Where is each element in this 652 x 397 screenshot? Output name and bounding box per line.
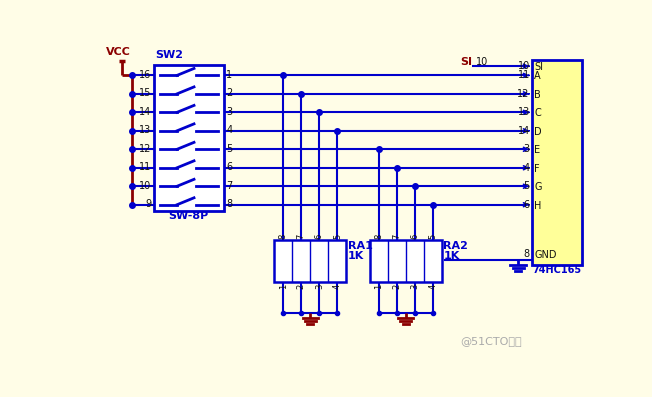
- Text: 8: 8: [226, 199, 233, 209]
- Text: 1: 1: [278, 284, 288, 289]
- Text: 11: 11: [518, 70, 529, 81]
- Text: GND: GND: [535, 250, 557, 260]
- Text: RA1: RA1: [348, 241, 373, 251]
- Bar: [154, 65, 224, 211]
- Text: H: H: [535, 200, 542, 210]
- Text: 10: 10: [476, 57, 488, 67]
- Text: 3: 3: [226, 107, 233, 117]
- Text: 1: 1: [226, 69, 233, 80]
- Text: 14: 14: [140, 107, 152, 117]
- Text: 1K: 1K: [348, 251, 364, 260]
- Text: 2: 2: [226, 88, 233, 98]
- Bar: [274, 240, 346, 283]
- Text: 4: 4: [226, 125, 233, 135]
- Text: 4: 4: [333, 284, 342, 289]
- Bar: [370, 240, 442, 283]
- Text: 6: 6: [524, 200, 529, 210]
- Text: 16: 16: [140, 69, 152, 80]
- Text: 10: 10: [140, 181, 152, 191]
- Text: 13: 13: [518, 108, 529, 118]
- Text: 12: 12: [140, 144, 152, 154]
- Text: 6: 6: [410, 233, 419, 239]
- Text: G: G: [535, 182, 542, 192]
- Text: SW-8P: SW-8P: [168, 210, 208, 221]
- Text: 13: 13: [140, 125, 152, 135]
- Text: SI: SI: [460, 57, 473, 67]
- Text: RA2: RA2: [443, 241, 468, 251]
- Text: 4: 4: [524, 163, 529, 173]
- Text: 10: 10: [518, 61, 529, 71]
- Text: 7: 7: [393, 233, 401, 239]
- Text: 8: 8: [524, 249, 529, 259]
- Text: 4: 4: [428, 284, 437, 289]
- Bar: [532, 60, 582, 265]
- Text: A: A: [535, 71, 541, 81]
- Text: F: F: [535, 164, 540, 173]
- Text: 6: 6: [226, 162, 233, 172]
- Text: 8: 8: [278, 233, 288, 239]
- Text: 6: 6: [315, 233, 324, 239]
- Text: 14: 14: [518, 126, 529, 136]
- Text: SW2: SW2: [156, 50, 183, 60]
- Text: 12: 12: [517, 89, 529, 99]
- Text: 9: 9: [145, 199, 152, 209]
- Text: E: E: [535, 145, 541, 155]
- Text: 5: 5: [428, 233, 437, 239]
- Text: @51CTO博客: @51CTO博客: [460, 336, 522, 346]
- Text: SI: SI: [535, 62, 543, 72]
- Text: 5: 5: [524, 181, 529, 191]
- Text: 5: 5: [333, 233, 342, 239]
- Text: 5: 5: [226, 144, 233, 154]
- Text: 11: 11: [140, 162, 152, 172]
- Text: 2: 2: [297, 284, 306, 289]
- Text: 7: 7: [226, 181, 233, 191]
- Text: 3: 3: [315, 284, 324, 289]
- Text: 15: 15: [140, 88, 152, 98]
- Text: 3: 3: [410, 284, 419, 289]
- Text: VCC: VCC: [106, 47, 131, 57]
- Text: B: B: [535, 90, 541, 100]
- Text: D: D: [535, 127, 542, 137]
- Text: 1: 1: [374, 284, 383, 289]
- Text: 3: 3: [524, 145, 529, 154]
- Text: 8: 8: [374, 233, 383, 239]
- Text: C: C: [535, 108, 541, 118]
- Text: 74HC165: 74HC165: [533, 265, 582, 275]
- Text: 7: 7: [297, 233, 306, 239]
- Text: 2: 2: [393, 284, 401, 289]
- Text: 1K: 1K: [443, 251, 460, 260]
